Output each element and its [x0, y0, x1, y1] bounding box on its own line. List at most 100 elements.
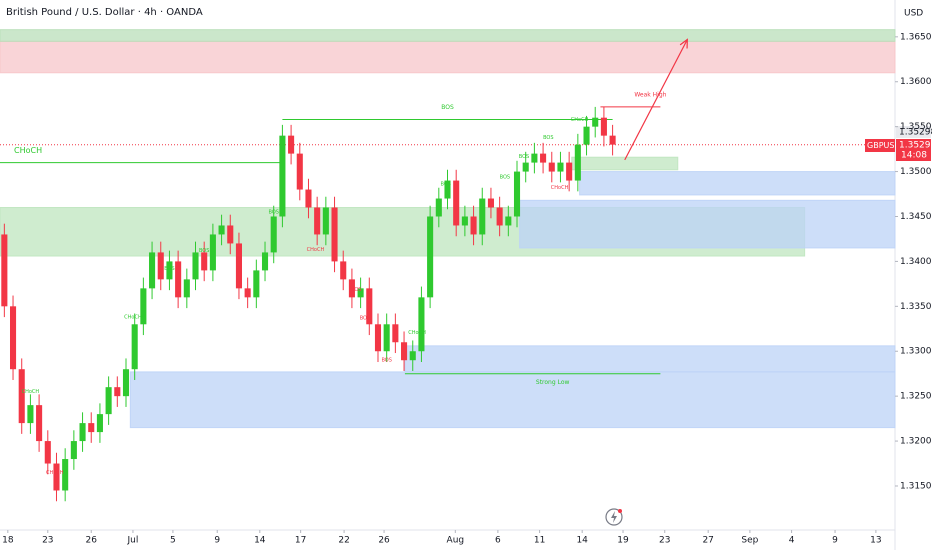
candle-body: [201, 252, 208, 271]
candle-body: [409, 351, 416, 361]
candle-body: [566, 162, 573, 181]
candle-body: [479, 198, 486, 235]
structure-label: BOS: [441, 182, 451, 188]
level-label: CHoCH: [14, 146, 42, 155]
structure-label: BOS: [199, 248, 209, 254]
candle-body: [1, 234, 8, 307]
candle-body: [583, 126, 590, 145]
structure-label: BOS: [268, 210, 278, 216]
candle-body: [18, 369, 25, 424]
zone: [0, 40, 896, 74]
candle-body: [522, 162, 529, 172]
candle-body: [244, 288, 251, 298]
x-tick-label: 13: [870, 536, 881, 546]
candle-body: [314, 207, 321, 235]
candle-body: [227, 225, 234, 244]
candle-body: [600, 117, 607, 136]
x-tick-label: 9: [214, 536, 220, 546]
structure-label: CHoCH: [22, 389, 40, 395]
candle-body: [322, 207, 329, 235]
x-tick-label: 11: [534, 536, 545, 546]
structure-label: CHoCH: [124, 315, 142, 321]
candle-body: [557, 162, 564, 172]
replay-icon[interactable]: [605, 508, 623, 526]
symbol-box: [865, 139, 895, 152]
y-tick-label: 1.33500: [900, 302, 932, 312]
y-tick-label: 1.33000: [900, 347, 932, 357]
candle-body: [461, 216, 468, 226]
current-price-box: [896, 139, 931, 161]
structure-label: CHoCH: [46, 470, 64, 476]
candle-body: [261, 252, 269, 271]
y-tick-label: 1.36500: [900, 32, 932, 42]
y-tick-label: 1.36000: [900, 77, 932, 87]
candle-body: [340, 261, 347, 280]
arrow-head: [679, 38, 688, 49]
candle-body: [540, 153, 547, 163]
candle-body: [331, 207, 338, 262]
structure-label: BOS: [381, 358, 391, 364]
candle-body: [401, 342, 408, 361]
y-tick-label: 1.35500: [900, 122, 932, 132]
x-tick-label: Sep: [741, 536, 758, 546]
candle-body: [348, 279, 355, 298]
projection-arrow: [624, 39, 688, 161]
candle-body: [505, 216, 512, 226]
x-tick-label: 18: [2, 536, 14, 546]
y-tick-label: 1.31500: [900, 481, 932, 491]
candle-body: [383, 324, 390, 352]
candle-body: [288, 135, 295, 154]
candle-body: [157, 252, 164, 280]
zone: [404, 345, 896, 373]
last-price: 1.35298: [899, 128, 932, 138]
level-label: Weak High: [634, 91, 666, 98]
zone: [129, 371, 896, 429]
x-tick-label: 17: [295, 536, 306, 546]
structure-label: BOS: [360, 316, 370, 322]
x-tick-label: 14: [576, 536, 588, 546]
candle-body: [79, 423, 86, 442]
structure-label: CHoCH: [571, 117, 589, 123]
candle-body: [166, 261, 173, 280]
level-label: BOS: [441, 104, 454, 111]
symbol: GBPUSD: [867, 141, 901, 150]
x-tick-label: 14: [254, 536, 266, 546]
x-tick-label: 27: [702, 536, 713, 546]
x-tick-label: 23: [42, 536, 53, 546]
candle-body: [122, 369, 130, 397]
candle-body: [209, 234, 216, 271]
x-tick-label: Jul: [127, 536, 139, 546]
candle-body: [53, 463, 60, 491]
candle-body: [36, 405, 43, 442]
zone: [579, 171, 896, 196]
candle-body: [183, 279, 190, 298]
candle-body: [140, 288, 147, 325]
structure-label: CHoCH: [408, 330, 426, 336]
zone: [0, 29, 896, 42]
candle-body: [496, 207, 503, 226]
candle-body: [218, 225, 225, 235]
candle-body: [392, 324, 399, 343]
last-price-box: [896, 126, 931, 138]
candle-body: [149, 252, 156, 289]
candle-body: [44, 441, 51, 464]
candle-body: [96, 414, 103, 433]
candle-body: [235, 243, 242, 289]
candle-body: [357, 288, 364, 298]
structure-label: CHoCH: [307, 247, 325, 253]
y-tick-label: 1.34000: [900, 257, 932, 267]
candle-body: [609, 135, 616, 145]
structure-label: BOS: [164, 266, 174, 272]
candle-body: [435, 198, 442, 217]
y-tick-label: 1.35000: [900, 167, 932, 177]
candle-body: [88, 423, 95, 433]
y-tick-label: 1.32000: [900, 437, 932, 447]
candle-body: [418, 297, 425, 352]
x-tick-label: Aug: [447, 536, 465, 546]
candle-body: [487, 198, 494, 208]
candle-body: [548, 162, 555, 172]
candle-body: [366, 288, 373, 325]
candle-body: [296, 153, 303, 190]
